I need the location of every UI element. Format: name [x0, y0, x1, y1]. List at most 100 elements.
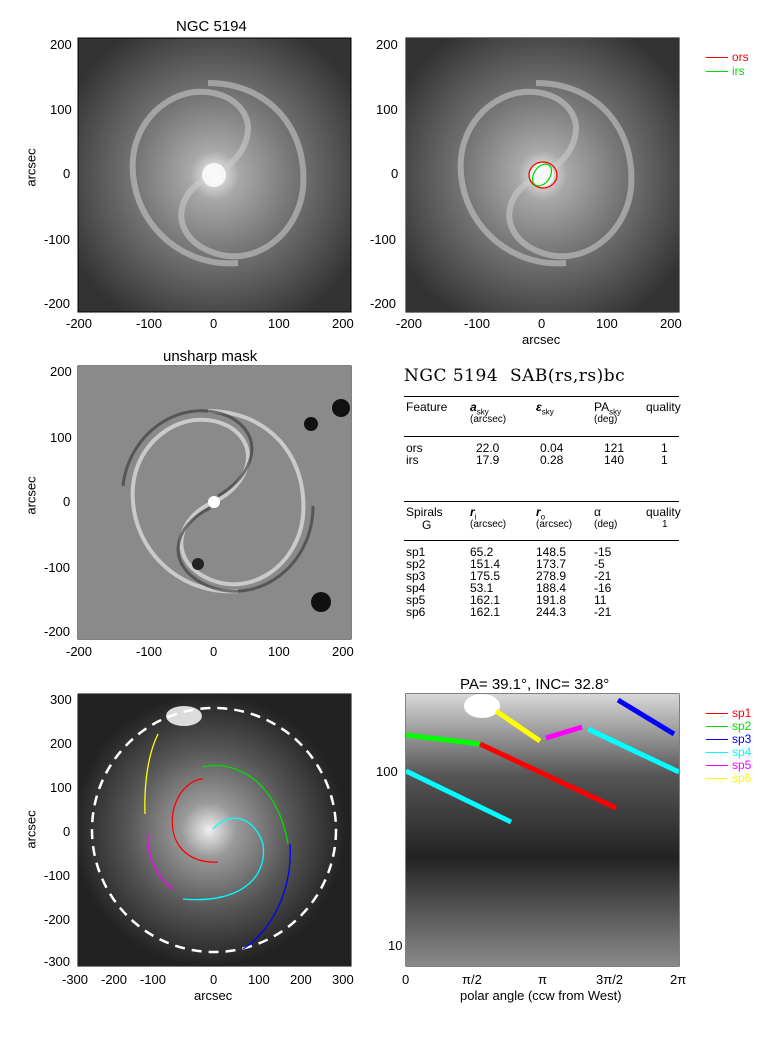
- legend-item-irs: irs: [706, 64, 749, 78]
- sp1-band: [478, 741, 618, 811]
- spiral-cell-alpha: -21: [594, 605, 612, 619]
- panel6-polar-map-image: [406, 694, 679, 966]
- spiral-cell-name: sp1: [406, 545, 426, 559]
- galaxy-name: NGC 5194: [404, 366, 499, 386]
- p5-ytick: -100: [44, 868, 71, 883]
- spiral-cell-name: sp2: [406, 557, 426, 571]
- spiral-cell-ro: 244.3: [536, 605, 567, 619]
- p2-xtick: -200: [396, 316, 423, 331]
- panel2-galaxy-rings-image: [406, 38, 679, 312]
- p1-ytick: -200: [44, 296, 71, 311]
- panel1-galaxy-image: [78, 38, 351, 312]
- legend-item-sp1: sp1: [706, 707, 751, 720]
- p5-ytick: 100: [50, 780, 72, 795]
- sp3-trace: [242, 843, 291, 950]
- p6-xtick: 0: [402, 972, 410, 987]
- sp2-band: [406, 732, 481, 747]
- p2-ytick: -100: [370, 232, 397, 247]
- spiral-cell-ri: 162.1: [470, 605, 501, 619]
- p1-xtick: -100: [136, 316, 163, 331]
- spiral-cell-ro: 191.8: [536, 593, 567, 607]
- spiral-cell-ro: 278.9: [536, 569, 567, 583]
- p3-xtick: -100: [136, 644, 163, 659]
- p2-ytick: 100: [376, 102, 398, 117]
- p1-xtick: 0: [210, 316, 218, 331]
- spiral-cell-ri: 175.5: [470, 569, 501, 583]
- spiral-cell-name: sp3: [406, 569, 426, 583]
- p2-xtick: 0: [538, 316, 546, 331]
- spiral-cell-alpha: -15: [594, 545, 612, 559]
- panel5-spiral-overlay-image: [78, 694, 351, 966]
- spiral-cell-alpha: -21: [594, 569, 612, 583]
- p1-ytick: 200: [50, 37, 72, 52]
- irs-ring: [531, 163, 553, 187]
- sp4-trace: [182, 817, 265, 901]
- divider: [404, 396, 679, 397]
- divider: [404, 501, 679, 502]
- ors-ring: [528, 161, 558, 189]
- legend-item-sp2: sp2: [706, 720, 751, 733]
- galaxy-morph-type: SAB(rs,rs)bc: [509, 366, 626, 386]
- panel1-ylabel: arcsec: [23, 148, 39, 187]
- spiral-cell-name: sp4: [406, 581, 426, 595]
- sp6-trace: [144, 733, 159, 815]
- panel3-unsharp-mask-image: [78, 366, 351, 639]
- p3-xtick: 0: [210, 644, 218, 659]
- spiral-cell-ri: 65.2: [470, 545, 494, 559]
- p5-ytick: -200: [44, 912, 71, 927]
- panel5-ylabel: arcsec: [23, 810, 39, 849]
- p5-xtick: -300: [62, 972, 89, 987]
- p3-ytick: 0: [63, 494, 71, 509]
- p3-xtick: -200: [66, 644, 93, 659]
- spiral-cell-ro: 148.5: [536, 545, 567, 559]
- p6-ytick: 10: [388, 938, 403, 953]
- p5-xtick: -100: [140, 972, 167, 987]
- legend-item-sp4: sp4: [706, 746, 751, 759]
- p3-ytick: 100: [50, 430, 72, 445]
- sp4-band-b: [406, 768, 513, 825]
- p5-xtick: 100: [248, 972, 270, 987]
- spiral-cell-ri: 162.1: [470, 593, 501, 607]
- sp4-band-a: [586, 726, 679, 775]
- legend-item-ors: ors: [706, 50, 749, 64]
- sp5-band: [545, 724, 583, 741]
- p6-xtick: π: [538, 972, 547, 987]
- panel2-xlabel: arcsec: [522, 332, 561, 347]
- feature-row: irs: [406, 453, 419, 467]
- panel3-ylabel: arcsec: [23, 476, 39, 515]
- p1-ytick: 0: [63, 166, 71, 181]
- p5-xtick: -200: [101, 972, 128, 987]
- spiral-cell-ro: 188.4: [536, 581, 567, 595]
- p6-xtick: 3π/2: [596, 972, 624, 987]
- panel5-xlabel: arcsec: [194, 988, 233, 1003]
- p5-ytick: -300: [44, 954, 71, 969]
- p2-xtick: -100: [464, 316, 491, 331]
- legend-item-sp6: sp6: [706, 772, 751, 785]
- legend-item-sp5: sp5: [706, 759, 751, 772]
- spirals-header: Spirals G ri (arcsec) ro (arcsec) α (deg…: [406, 505, 681, 532]
- p2-xtick: 200: [660, 316, 682, 331]
- p3-ytick: -200: [44, 624, 71, 639]
- sp5-trace: [147, 833, 174, 890]
- spiral-cell-name: sp6: [406, 605, 426, 619]
- p1-xtick: -200: [66, 316, 93, 331]
- p5-xtick: 200: [290, 972, 312, 987]
- sp3-band: [616, 697, 676, 737]
- panel6-title: PA= 39.1°, INC= 32.8°: [460, 676, 610, 693]
- p3-xtick: 100: [268, 644, 290, 659]
- outer-dashed-ellipse: [90, 706, 338, 954]
- panel6-xlabel: polar angle (ccw from West): [460, 988, 622, 1003]
- ring-legend: ors irs: [706, 50, 749, 78]
- panel1-title: NGC 5194: [176, 18, 247, 35]
- p5-ytick: 300: [50, 692, 72, 707]
- p6-xtick: 2π: [670, 972, 687, 987]
- p1-ytick: -100: [44, 232, 71, 247]
- p5-xtick: 0: [210, 972, 218, 987]
- p6-xtick: π/2: [462, 972, 482, 987]
- spiral-cell-alpha: -16: [594, 581, 612, 595]
- p6-ytick: 100: [376, 764, 398, 779]
- p2-ytick: 200: [376, 37, 398, 52]
- p3-xtick: 200: [332, 644, 354, 659]
- spiral-cell-ri: 53.1: [470, 581, 494, 595]
- info-heading: NGC 5194 SAB(rs,rs)bc: [404, 366, 625, 386]
